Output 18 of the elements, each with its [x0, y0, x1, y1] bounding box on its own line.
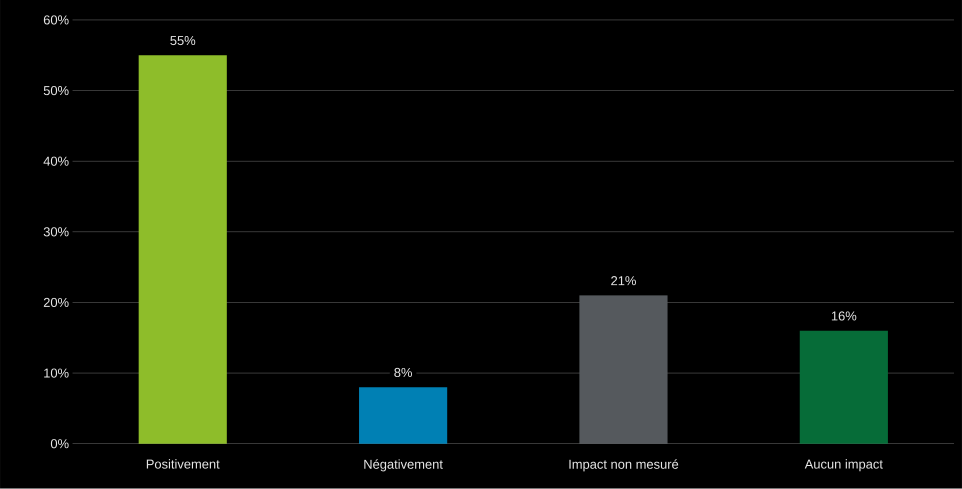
y-tick-label: 30% [44, 227, 69, 237]
data-label: 21% [611, 276, 636, 286]
bar [800, 330, 888, 444]
data-label: 16% [832, 312, 856, 321]
y-tick-label: 60% [44, 16, 69, 25]
bar [359, 387, 448, 444]
x-tick-label: Aucun impact [804, 459, 883, 472]
data-label: 55% [170, 36, 196, 46]
x-tick-label: Négativement [364, 459, 443, 472]
y-tick-label: 10% [44, 368, 69, 378]
bar [138, 55, 227, 444]
y-tick-label: 20% [44, 298, 69, 308]
y-tick-label: 0% [50, 439, 69, 448]
y-tick-label: 50% [44, 86, 69, 96]
data-label: 8% [394, 368, 412, 378]
x-tick-label: Impact non mesuré [569, 459, 678, 472]
x-tick-label: Positivement [146, 459, 220, 469]
y-tick-label: 40% [44, 156, 69, 166]
